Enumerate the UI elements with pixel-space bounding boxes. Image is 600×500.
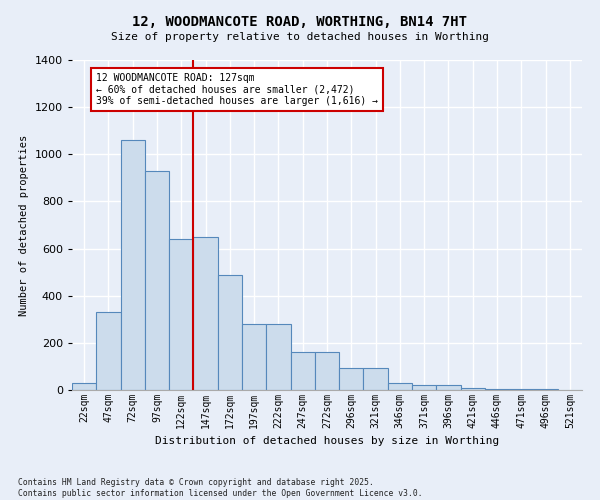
X-axis label: Distribution of detached houses by size in Worthing: Distribution of detached houses by size … — [155, 436, 499, 446]
Bar — [339, 368, 364, 390]
Bar — [242, 324, 266, 390]
Bar — [485, 389, 509, 390]
Bar — [169, 239, 193, 390]
Y-axis label: Number of detached properties: Number of detached properties — [19, 134, 29, 316]
Bar — [266, 324, 290, 390]
Bar — [193, 237, 218, 390]
Text: 12, WOODMANCOTE ROAD, WORTHING, BN14 7HT: 12, WOODMANCOTE ROAD, WORTHING, BN14 7HT — [133, 15, 467, 29]
Bar — [388, 383, 412, 390]
Bar — [121, 140, 145, 390]
Bar — [509, 389, 533, 390]
Bar — [412, 386, 436, 390]
Text: Size of property relative to detached houses in Worthing: Size of property relative to detached ho… — [111, 32, 489, 42]
Bar — [218, 274, 242, 390]
Bar — [461, 388, 485, 390]
Bar — [145, 171, 169, 390]
Bar — [315, 352, 339, 390]
Bar — [96, 312, 121, 390]
Bar — [72, 383, 96, 390]
Bar — [364, 368, 388, 390]
Bar — [290, 352, 315, 390]
Text: 12 WOODMANCOTE ROAD: 127sqm
← 60% of detached houses are smaller (2,472)
39% of : 12 WOODMANCOTE ROAD: 127sqm ← 60% of det… — [96, 73, 378, 106]
Text: Contains HM Land Registry data © Crown copyright and database right 2025.
Contai: Contains HM Land Registry data © Crown c… — [18, 478, 422, 498]
Bar — [436, 386, 461, 390]
